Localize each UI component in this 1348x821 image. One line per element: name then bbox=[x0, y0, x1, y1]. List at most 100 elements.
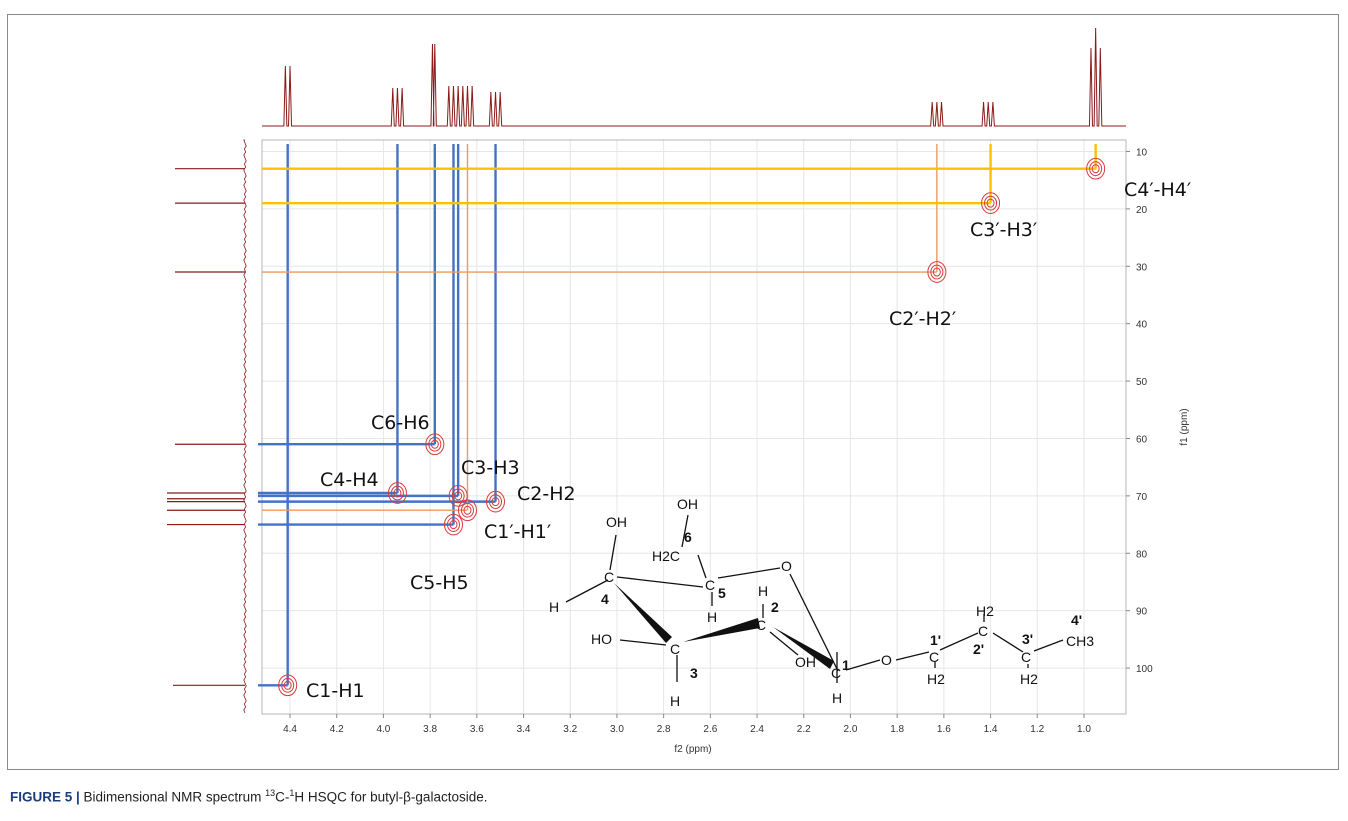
cross-peak-label: C3′-H3′ bbox=[970, 219, 1037, 241]
atom-label: H2 bbox=[1020, 671, 1038, 687]
y-tick-label: 20 bbox=[1136, 205, 1148, 216]
contour-ring bbox=[390, 485, 404, 501]
contour-ring bbox=[281, 677, 295, 693]
caption-superscript: 1 bbox=[289, 788, 295, 798]
carbon-number: 4' bbox=[1071, 612, 1082, 628]
contour-ring bbox=[932, 267, 941, 277]
carbon-spectrum-baseline bbox=[243, 139, 247, 714]
y-tick-label: 80 bbox=[1136, 549, 1148, 560]
cross-peak-label: C5-H5 bbox=[410, 572, 469, 594]
cross-peak bbox=[278, 674, 298, 697]
x-axis-title: f2 (ppm) bbox=[674, 744, 711, 755]
atom-label: H2 bbox=[976, 603, 994, 619]
atom-label: C bbox=[1021, 649, 1031, 665]
cross-peak-label: C2-H2 bbox=[517, 483, 576, 505]
atom-label: C bbox=[929, 649, 939, 665]
atom-label: H bbox=[549, 599, 559, 615]
carbon-number: 3' bbox=[1022, 631, 1033, 647]
y-tick-label: 10 bbox=[1136, 147, 1148, 158]
contour-ring bbox=[451, 488, 465, 504]
contour-ring bbox=[460, 502, 474, 518]
cross-peak-label: C4′-H4′ bbox=[1124, 179, 1191, 201]
x-tick-label: 3.8 bbox=[423, 724, 437, 735]
contour-ring bbox=[1091, 164, 1100, 174]
carbon-number: 5 bbox=[718, 585, 726, 601]
axis-ticks: 4.4 4.2 4.0 3.8 3.6 3.4 3.2 3.0 2.8 2.6 2.4 2.2 2.0 1… bbox=[283, 147, 1153, 735]
x-tick-label: 1.8 bbox=[890, 724, 904, 735]
carbon-number: 4 bbox=[601, 591, 609, 607]
contour-ring bbox=[449, 520, 458, 530]
contour-ring bbox=[491, 497, 500, 507]
atom-label: H2 bbox=[927, 671, 945, 687]
projection-spectra bbox=[167, 27, 1126, 714]
butyl-galactoside-structure bbox=[565, 514, 1064, 683]
caption-superscript: 13 bbox=[265, 788, 276, 798]
atom-label: O bbox=[881, 652, 892, 668]
cross-peak bbox=[425, 433, 445, 456]
cross-peak bbox=[1086, 157, 1106, 180]
x-tick-label: 4.0 bbox=[376, 724, 390, 735]
y-tick-label: 50 bbox=[1136, 377, 1148, 388]
atom-label: OH bbox=[795, 654, 816, 670]
caption-text: H HSQC for butyl-β-galactoside. bbox=[294, 789, 488, 805]
contour-ring bbox=[1089, 161, 1103, 177]
contour-ring bbox=[425, 433, 445, 456]
atom-label: HO bbox=[591, 631, 612, 647]
y-tick-label: 40 bbox=[1136, 320, 1148, 331]
atom-label: CH3 bbox=[1066, 633, 1094, 649]
contour-ring bbox=[393, 488, 402, 498]
contour-ring bbox=[454, 491, 463, 501]
plot-area bbox=[261, 139, 1127, 715]
x-tick-label: 2.6 bbox=[703, 724, 717, 735]
contour-ring bbox=[930, 264, 944, 280]
atom-label: C bbox=[705, 577, 715, 593]
caption-text: C- bbox=[275, 789, 290, 805]
contour-ring bbox=[278, 674, 298, 697]
x-tick-label: 2.4 bbox=[750, 724, 764, 735]
cross-peak bbox=[457, 499, 477, 522]
carbon-number: 3 bbox=[690, 665, 698, 681]
x-tick-label: 1.2 bbox=[1030, 724, 1044, 735]
cross-peak bbox=[387, 482, 407, 504]
carbon-number: 2 bbox=[771, 599, 779, 615]
cross-peak bbox=[486, 490, 506, 513]
cross-peak-label: C3-H3 bbox=[461, 457, 520, 479]
contour-ring bbox=[486, 490, 506, 513]
y-tick-label: 90 bbox=[1136, 607, 1148, 618]
contour-ring bbox=[984, 195, 998, 211]
atom-label: C bbox=[831, 665, 841, 681]
cross-peak-label: C4-H4 bbox=[320, 469, 379, 491]
atom-label: H2C bbox=[652, 548, 680, 564]
contour-ring bbox=[927, 261, 947, 283]
x-tick-label: 3.2 bbox=[563, 724, 577, 735]
contour-ring bbox=[986, 198, 995, 208]
carbon-number: 6 bbox=[684, 529, 692, 545]
contour-ring bbox=[981, 192, 1001, 214]
x-tick-label: 2.0 bbox=[844, 724, 858, 735]
contour-ring bbox=[1086, 157, 1106, 180]
y-axis-title: f1 (ppm) bbox=[1179, 408, 1190, 445]
contour-ring bbox=[283, 680, 292, 690]
contour-ring bbox=[489, 494, 503, 510]
cross-peak bbox=[927, 261, 947, 283]
cross-peak-label: C6-H6 bbox=[371, 412, 430, 434]
y-tick-label: 60 bbox=[1136, 434, 1148, 445]
y-tick-label: 70 bbox=[1136, 492, 1148, 503]
carbon-number: 2' bbox=[973, 641, 984, 657]
contour-ring bbox=[463, 505, 472, 515]
cross-peak bbox=[443, 513, 463, 536]
x-tick-label: 1.6 bbox=[937, 724, 951, 735]
atom-label: C bbox=[670, 641, 680, 657]
atom-label: H bbox=[758, 583, 768, 599]
atom-label: OH bbox=[606, 514, 627, 530]
cross-peak bbox=[981, 192, 1001, 214]
atom-label: H bbox=[832, 690, 842, 706]
figure-caption: FIGURE 5 | Bidimensional NMR spectrum 13… bbox=[10, 788, 487, 805]
caption-text: Bidimensional NMR spectrum bbox=[79, 789, 266, 805]
figure-frame bbox=[7, 14, 1339, 770]
contour-ring bbox=[430, 439, 439, 449]
cross-peak-label: C2′-H2′ bbox=[889, 308, 956, 330]
figure-label: FIGURE 5 | bbox=[10, 789, 80, 805]
x-tick-label: 4.2 bbox=[330, 724, 344, 735]
structure-atom-labels: OH OH 6 H2C O H 4 C C 5 H H 2 C HO C OH … bbox=[549, 496, 1094, 709]
